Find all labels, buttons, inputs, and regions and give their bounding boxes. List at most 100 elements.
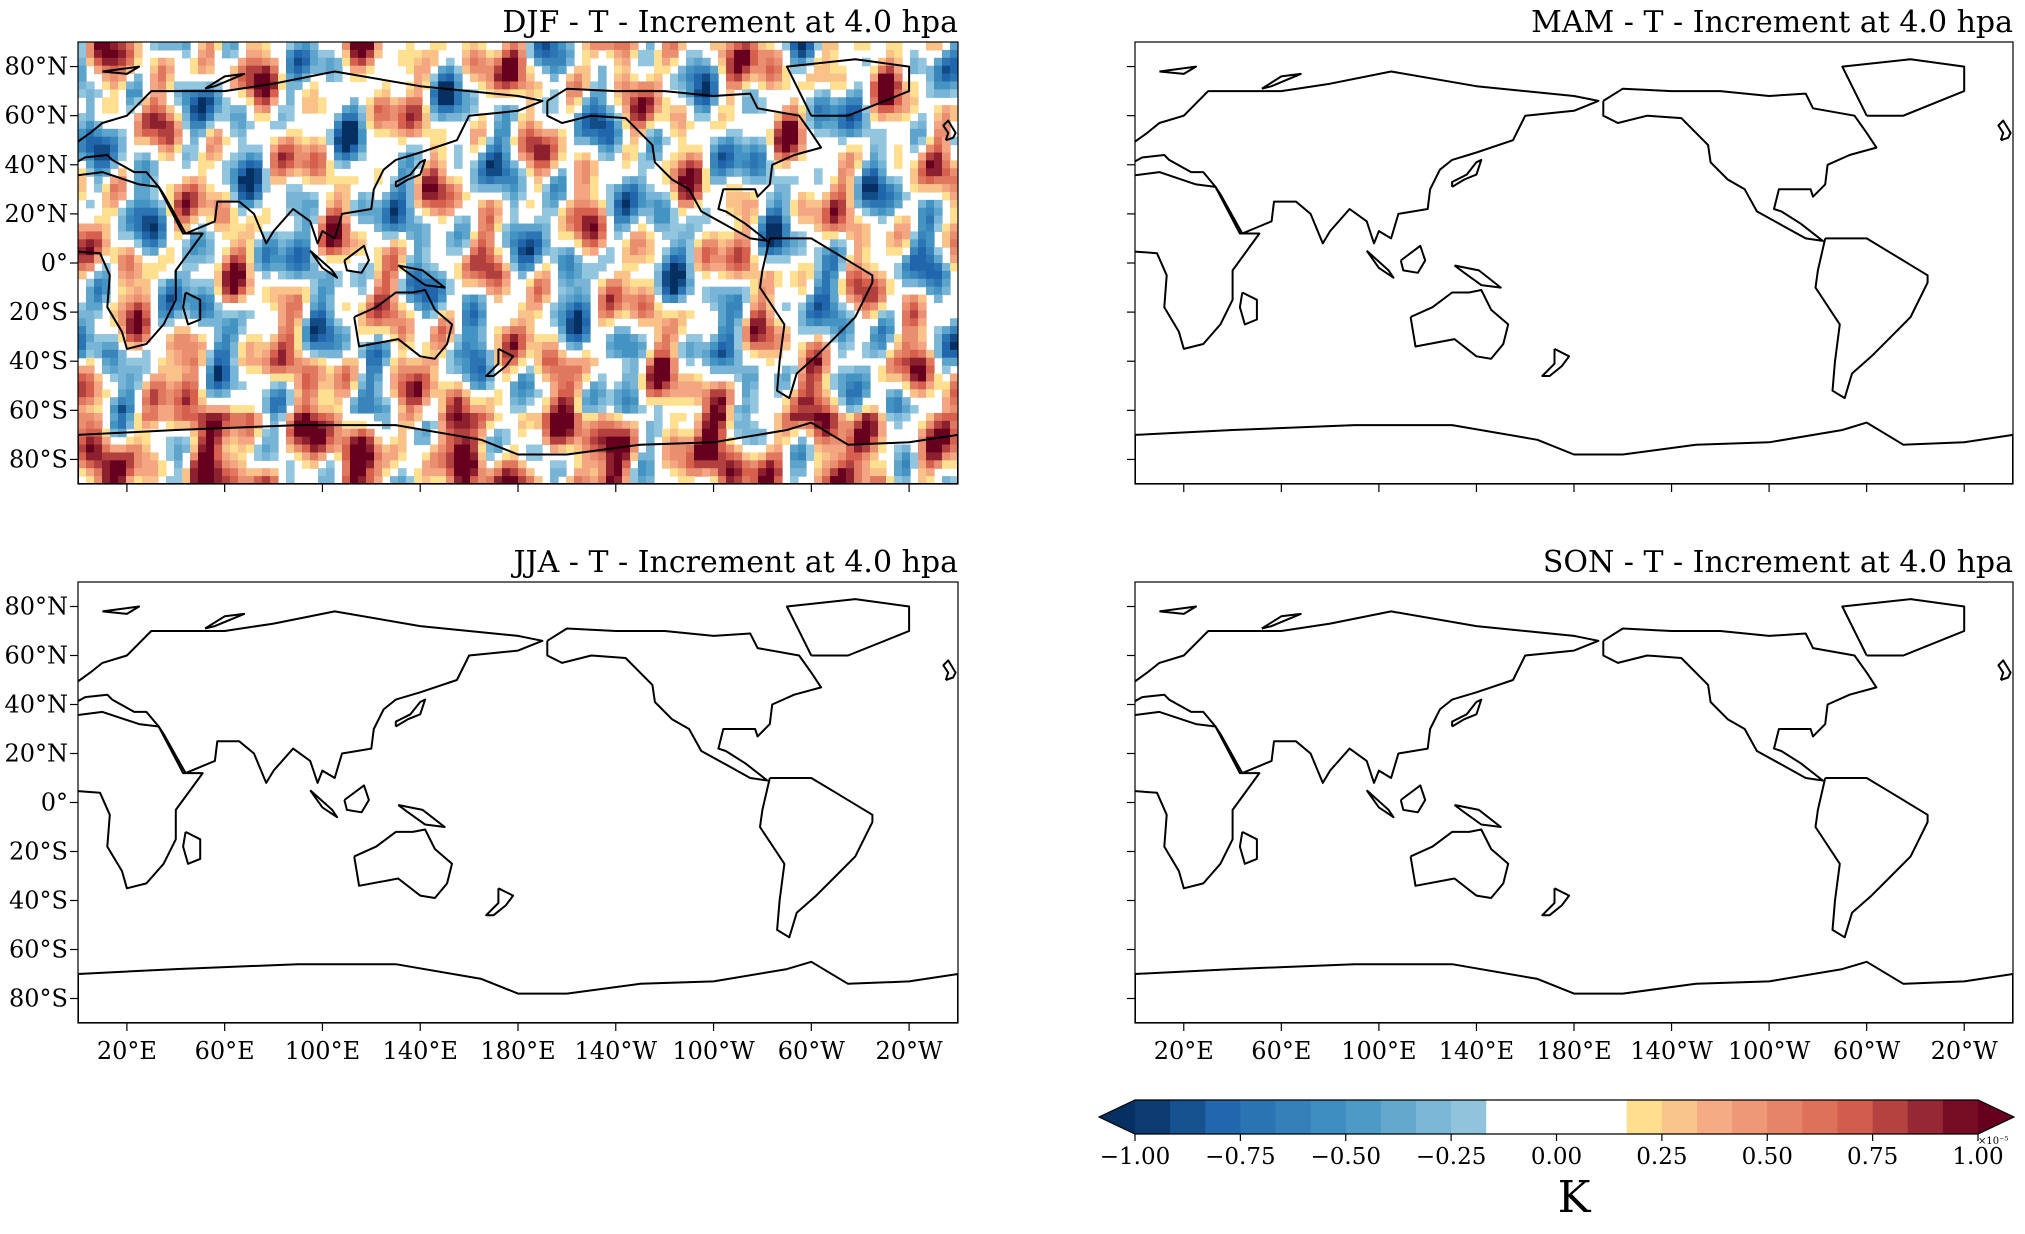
field-cell [846,326,855,335]
field-cell [558,381,567,390]
field-cell [174,412,183,422]
field-cell [182,381,191,390]
field-cell [838,468,847,477]
field-cell [470,444,479,454]
field-cell [846,389,855,398]
field-cell [894,199,903,209]
field-cell [366,405,375,414]
field-cell [918,199,927,209]
field-cell [846,412,855,422]
field-cell [734,357,743,367]
field-cell [486,397,495,406]
field-cell [790,57,799,67]
field-cell [694,65,703,75]
field-cell [118,215,127,225]
field-cell [94,397,103,406]
field-cell [438,318,447,327]
field-cell [766,468,775,477]
coastline [1365,249,1395,279]
field-cell [294,160,303,169]
field-cell [246,357,255,367]
coastline [1238,291,1258,326]
field-cell [158,105,167,114]
colorbar-extend-min [1099,1100,1135,1134]
field-cell [366,365,375,375]
field-cell [894,215,903,225]
field-cell [870,263,879,272]
field-cell [414,65,423,75]
field-cell [262,389,271,398]
field-cell [742,144,751,154]
field-cell [414,73,423,83]
field-cell [390,286,399,296]
panel-son: SON - T - Increment at 4.0 hpa [1134,545,2014,1024]
field-cell [478,184,487,193]
field-cell [510,341,519,351]
field-cell [782,255,791,264]
field-cell [454,468,463,477]
coastline [1135,421,2013,484]
field-cell [774,334,783,343]
field-cell [470,49,479,59]
field-cell [318,136,327,146]
field-cell [310,105,319,114]
field-cell [206,412,215,422]
field-cell [94,294,103,304]
field-cell [702,89,711,98]
field-cell [422,239,431,248]
field-cell [334,199,343,209]
field-cell [902,468,911,477]
field-cell [598,152,607,161]
field-cell [462,57,471,67]
field-cell [542,286,551,296]
field-cell [518,57,527,67]
field-cell [686,334,695,343]
field-cell [766,65,775,75]
field-cell [742,397,751,406]
field-cell [710,152,719,161]
field-cell [646,436,655,446]
field-cell [142,184,151,193]
field-cell [158,381,167,390]
field-cell [646,144,655,154]
field-cell [934,120,943,130]
field-cell [446,468,455,477]
field-cell [462,89,471,98]
field-cell [806,120,815,130]
field-cell [606,420,615,430]
field-cell [878,412,887,422]
field-cell [478,136,487,146]
field-cell [222,160,231,169]
field-cell [862,57,871,67]
field-cell [774,349,783,359]
field-cell [918,334,927,343]
field-cell [510,199,519,209]
field-cell [774,191,783,201]
field-cell [310,176,319,185]
field-cell [494,286,503,296]
field-cell [734,270,743,280]
field-cell [422,381,431,390]
field-cell [182,357,191,367]
field-cell [134,207,143,217]
field-cell [454,113,463,122]
field-cell [286,397,295,406]
field-cell [470,247,479,256]
field-cell [286,73,295,83]
field-cell [286,357,295,367]
field-cell [198,310,207,319]
field-cell [726,302,735,311]
field-cell [854,270,863,280]
field-cell [246,349,255,359]
field-cell [358,65,367,75]
field-cell [918,310,927,319]
field-cell [406,49,415,59]
field-cell [142,152,151,161]
field-cell [78,428,87,438]
colorbar-unit: K [1558,1172,1592,1223]
field-cell [446,113,455,122]
field-cell [550,136,559,146]
field-cell [694,397,703,406]
field-cell [574,389,583,398]
field-cell [382,310,391,319]
